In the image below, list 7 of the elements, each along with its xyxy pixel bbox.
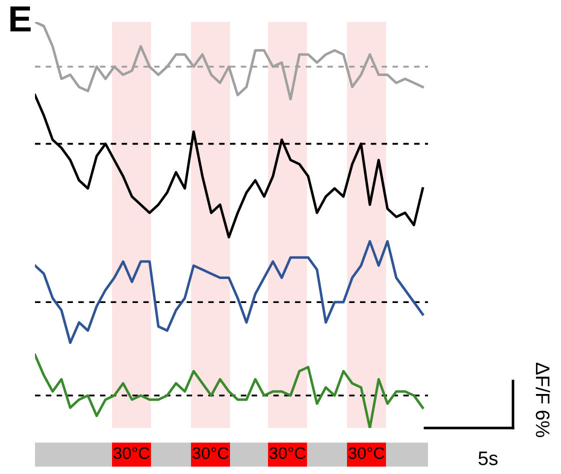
text: 30°C	[192, 447, 228, 460]
text: 30°C	[114, 447, 150, 460]
chart-title: E	[10, 6, 31, 32]
text: ΔF/F 6%	[536, 362, 550, 438]
text: 30°C	[270, 447, 306, 460]
text: 30°C	[348, 447, 384, 460]
text: 5s	[478, 452, 498, 466]
